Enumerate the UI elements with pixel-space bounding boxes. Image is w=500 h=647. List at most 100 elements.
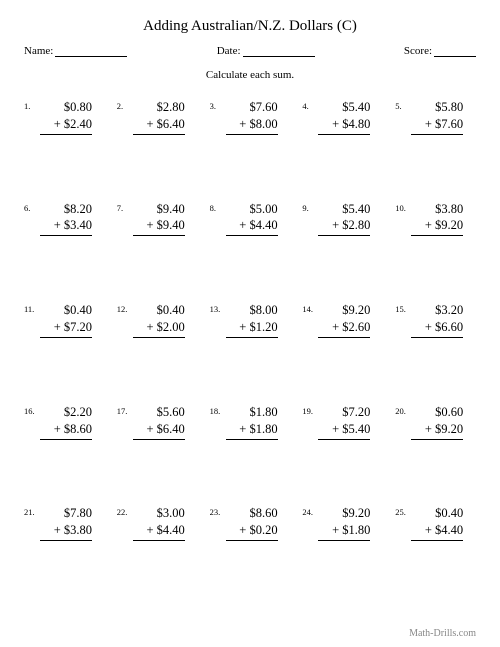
addition-stack: $7.60+ $8.00 <box>226 99 278 135</box>
problem-number: 4. <box>302 101 308 111</box>
name-field: Name: <box>24 45 127 57</box>
addend-top: $0.60 <box>411 404 463 421</box>
problem: 6. $8.20+ $3.40 <box>24 197 105 299</box>
addition-stack: $9.20+ $2.60 <box>318 302 370 338</box>
date-label: Date: <box>217 45 241 57</box>
problem-number: 23. <box>210 507 221 517</box>
addition-stack: $9.40+ $9.40 <box>133 201 185 237</box>
problem: 12. $0.40+ $2.00 <box>117 298 198 400</box>
problem-number: 18. <box>210 406 221 416</box>
date-blank[interactable] <box>243 45 315 57</box>
header-row: Name: Date: Score: <box>24 45 476 57</box>
addend-bottom: + $8.60 <box>40 421 92 440</box>
addend-bottom: + $4.40 <box>411 522 463 541</box>
addend-bottom: + $8.00 <box>226 116 278 135</box>
problem: 4. $5.40+ $4.80 <box>302 95 383 197</box>
problem-number: 12. <box>117 304 128 314</box>
addition-stack: $0.40+ $2.00 <box>133 302 185 338</box>
addend-top: $1.80 <box>226 404 278 421</box>
problem-number: 15. <box>395 304 406 314</box>
instruction: Calculate each sum. <box>24 69 476 81</box>
problem-number: 8. <box>210 203 216 213</box>
problem-number: 6. <box>24 203 30 213</box>
addend-bottom: + $9.20 <box>411 421 463 440</box>
page-title: Adding Australian/N.Z. Dollars (C) <box>24 18 476 35</box>
problem-grid: 1.$0.80+ $2.402.$2.80+ $6.403.$7.60+ $8.… <box>24 95 476 603</box>
problem: 13. $8.00+ $1.20 <box>210 298 291 400</box>
addend-top: $5.00 <box>226 201 278 218</box>
addition-stack: $8.00+ $1.20 <box>226 302 278 338</box>
addend-top: $8.60 <box>226 505 278 522</box>
addend-top: $7.80 <box>40 505 92 522</box>
problem-number: 10. <box>395 203 406 213</box>
addition-stack: $5.00+ $4.40 <box>226 201 278 237</box>
problem-number: 9. <box>302 203 308 213</box>
problem-number: 19. <box>302 406 313 416</box>
addend-top: $7.20 <box>318 404 370 421</box>
addition-stack: $1.80+ $1.80 <box>226 404 278 440</box>
problem: 5.$5.80+ $7.60 <box>395 95 476 197</box>
addend-bottom: + $6.60 <box>411 319 463 338</box>
addend-top: $5.40 <box>318 99 370 116</box>
problem-number: 13. <box>210 304 221 314</box>
problem-number: 2. <box>117 101 123 111</box>
problem: 20.$0.60+ $9.20 <box>395 400 476 502</box>
addend-bottom: + $6.40 <box>133 421 185 440</box>
addition-stack: $8.20+ $3.40 <box>40 201 92 237</box>
addition-stack: $5.60+ $6.40 <box>133 404 185 440</box>
addend-bottom: + $2.00 <box>133 319 185 338</box>
problem: 9.$5.40+ $2.80 <box>302 197 383 299</box>
problem-number: 22. <box>117 507 128 517</box>
score-blank[interactable] <box>434 45 476 57</box>
addend-top: $8.20 <box>40 201 92 218</box>
problem: 14.$9.20+ $2.60 <box>302 298 383 400</box>
addend-bottom: + $4.40 <box>226 217 278 236</box>
addend-bottom: + $5.40 <box>318 421 370 440</box>
addend-top: $2.20 <box>40 404 92 421</box>
problem: 2. $2.80+ $6.40 <box>117 95 198 197</box>
addition-stack: $7.80+ $3.80 <box>40 505 92 541</box>
problem: 1.$0.80+ $2.40 <box>24 95 105 197</box>
addend-bottom: + $1.20 <box>226 319 278 338</box>
problem-number: 3. <box>210 101 216 111</box>
problem: 17.$5.60+ $6.40 <box>117 400 198 502</box>
addition-stack: $5.80+ $7.60 <box>411 99 463 135</box>
addition-stack: $0.60+ $9.20 <box>411 404 463 440</box>
addition-stack: $3.20+ $6.60 <box>411 302 463 338</box>
addend-top: $0.40 <box>133 302 185 319</box>
score-field: Score: <box>404 45 476 57</box>
problem: 18. $1.80+ $1.80 <box>210 400 291 502</box>
addition-stack: $5.40+ $4.80 <box>318 99 370 135</box>
addition-stack: $0.80+ $2.40 <box>40 99 92 135</box>
problem: 23.$8.60+ $0.20 <box>210 501 291 603</box>
addend-bottom: + $6.40 <box>133 116 185 135</box>
addend-bottom: + $1.80 <box>318 522 370 541</box>
addend-top: $5.80 <box>411 99 463 116</box>
addend-bottom: + $7.20 <box>40 319 92 338</box>
addend-top: $3.00 <box>133 505 185 522</box>
problem-number: 25. <box>395 507 406 517</box>
addend-bottom: + $4.80 <box>318 116 370 135</box>
addition-stack: $7.20+ $5.40 <box>318 404 370 440</box>
problem: 3. $7.60+ $8.00 <box>210 95 291 197</box>
addend-top: $2.80 <box>133 99 185 116</box>
addend-top: $0.40 <box>40 302 92 319</box>
addend-bottom: + $2.60 <box>318 319 370 338</box>
addend-top: $0.40 <box>411 505 463 522</box>
addend-top: $9.20 <box>318 302 370 319</box>
addition-stack: $2.80+ $6.40 <box>133 99 185 135</box>
problem-number: 21. <box>24 507 35 517</box>
problem-number: 7. <box>117 203 123 213</box>
name-label: Name: <box>24 45 53 57</box>
problem: 24.$9.20+ $1.80 <box>302 501 383 603</box>
addend-bottom: + $2.40 <box>40 116 92 135</box>
addend-top: $9.20 <box>318 505 370 522</box>
addend-top: $8.00 <box>226 302 278 319</box>
addend-bottom: + $9.40 <box>133 217 185 236</box>
addition-stack: $0.40+ $7.20 <box>40 302 92 338</box>
problem: 8. $5.00+ $4.40 <box>210 197 291 299</box>
name-blank[interactable] <box>55 45 127 57</box>
addend-bottom: + $4.40 <box>133 522 185 541</box>
footer-credit: Math-Drills.com <box>409 628 476 639</box>
addend-top: $7.60 <box>226 99 278 116</box>
